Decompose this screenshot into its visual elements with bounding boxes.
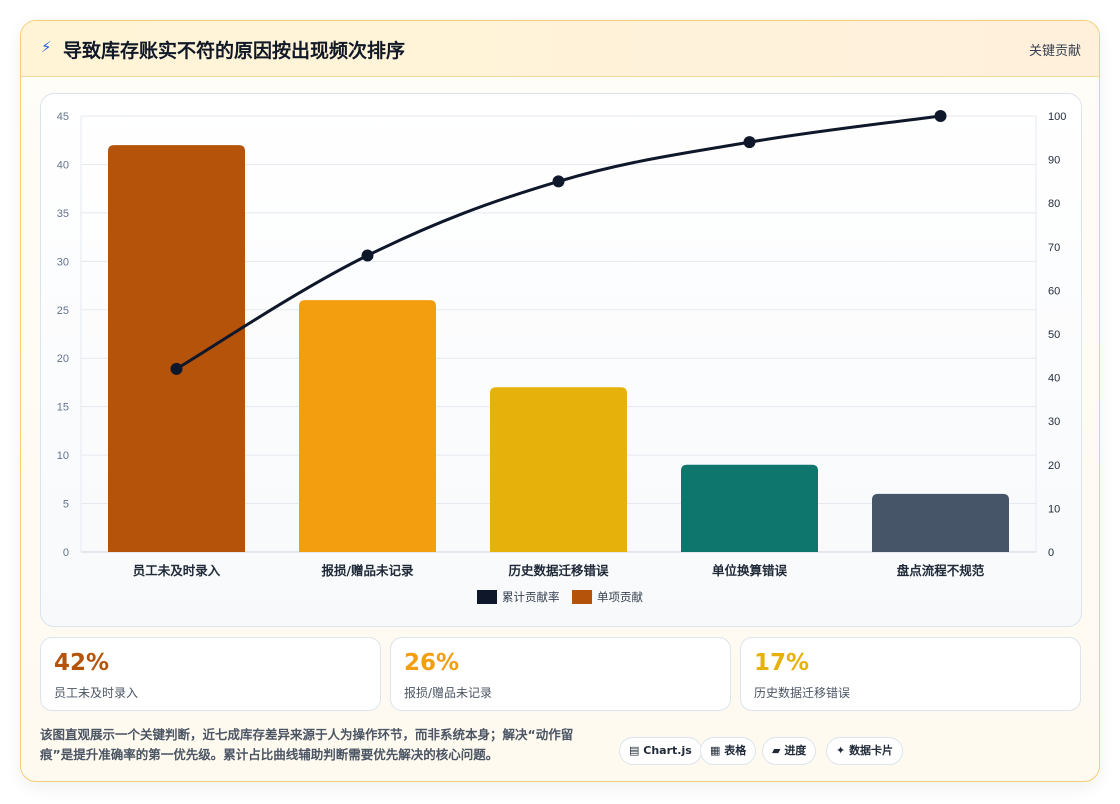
y2-tick-label: 0	[1048, 547, 1054, 559]
y-tick-label: 25	[57, 305, 69, 317]
chip-label: 数据卡片	[849, 744, 894, 757]
cumulative-point	[170, 362, 183, 375]
header-tag: 关键贡献	[1028, 44, 1081, 59]
chip-table[interactable]: ▦ 表格	[700, 737, 757, 765]
x-tick-label: 历史数据迁移错误	[508, 563, 609, 578]
chip-label: 表格	[724, 744, 747, 757]
y2-tick-label: 90	[1048, 155, 1060, 167]
chart-icon: ▤	[629, 744, 640, 757]
legend-swatch-cumulative	[477, 590, 497, 604]
bolt-icon: ⚡	[41, 38, 52, 56]
y-tick-label: 45	[57, 111, 69, 123]
x-tick-label: 盘点流程不规范	[897, 563, 985, 578]
chip-label: Chart.js	[643, 744, 692, 757]
bar	[872, 493, 1009, 552]
stat-value: 42%	[54, 650, 110, 676]
x-tick-label: 员工未及时录入	[133, 563, 221, 578]
y-tick-label: 0	[63, 547, 69, 559]
y-tick-label: 35	[57, 208, 69, 220]
cumulative-point	[361, 249, 374, 262]
y-tick-label: 10	[57, 450, 69, 462]
card-header: ⚡ 导致库存账实不符的原因按出现频次排序 关键贡献	[21, 21, 1099, 77]
bar	[681, 464, 818, 552]
pareto-chart: 0 5 10 15 20 25 30 35 40 45 0 10 20 30 40 50 60 70 80 90 100…	[57, 110, 1066, 604]
stat-card-3: 17% 历史数据迁移错误	[740, 637, 1081, 711]
table-icon: ▦	[710, 744, 721, 757]
chip-datacard[interactable]: ✦ 数据卡片	[826, 737, 904, 765]
bar	[108, 145, 245, 553]
legend-label-single: 单项贡献	[597, 590, 643, 604]
chip-chartjs[interactable]: ▤ Chart.js	[619, 737, 702, 765]
y-tick-label: 40	[57, 159, 69, 171]
y-tick-label: 20	[57, 353, 69, 365]
y2-tick-label: 80	[1048, 198, 1060, 210]
y2-tick-label: 70	[1048, 242, 1060, 254]
legend-swatch-single	[572, 590, 592, 604]
sparkle-icon: ✦	[836, 744, 846, 757]
chart-title: 导致库存账实不符的原因按出现频次排序	[63, 40, 406, 62]
chip-progress[interactable]: ▰ 进度	[762, 737, 817, 765]
legend-label-cumulative: 累计贡献率	[502, 590, 560, 604]
y-tick-label: 5	[63, 499, 69, 511]
report-card: ⚡ 导致库存账实不符的原因按出现频次排序 关键贡献 0 5 10 15 20 25 30 35…	[20, 20, 1100, 782]
stat-value: 26%	[404, 650, 460, 676]
cumulative-point	[552, 175, 565, 188]
cumulative-point	[934, 110, 947, 122]
y2-tick-label: 50	[1048, 329, 1060, 341]
y-tick-label: 15	[57, 402, 69, 414]
y2-tick-label: 20	[1048, 460, 1060, 472]
progress-icon: ▰	[772, 744, 781, 757]
y2-tick-label: 10	[1048, 503, 1060, 515]
y2-tick-label: 40	[1048, 373, 1060, 385]
bar	[490, 387, 627, 552]
cumulative-point	[743, 136, 756, 149]
y-tick-label: 30	[57, 256, 69, 268]
bar	[299, 300, 436, 552]
y2-tick-label: 100	[1048, 111, 1066, 123]
x-tick-label: 单位换算错误	[712, 563, 788, 578]
chip-label: 进度	[784, 744, 807, 757]
stat-card-2: 26% 报损/赠品未记录	[390, 637, 731, 711]
stat-label: 员工未及时录入	[54, 686, 139, 700]
y2-tick-label: 60	[1048, 285, 1060, 297]
chart-description: 该图直观展示一个关键判断，近七成库存差异来源于人为操作环节，而非系统本身；解决“…	[40, 727, 574, 762]
y2-tick-label: 30	[1048, 416, 1060, 428]
stat-label: 历史数据迁移错误	[754, 686, 851, 700]
stat-value: 17%	[754, 650, 810, 676]
cumulative-line	[175, 114, 941, 371]
chart-panel: 0 5 10 15 20 25 30 35 40 45 0 10 20 30 40 50 60 70 80 90 100…	[40, 93, 1082, 627]
stat-card-1: 42% 员工未及时录入	[40, 637, 381, 711]
stat-label: 报损/赠品未记录	[404, 686, 493, 700]
x-tick-label: 报损/赠品未记录	[321, 563, 414, 578]
